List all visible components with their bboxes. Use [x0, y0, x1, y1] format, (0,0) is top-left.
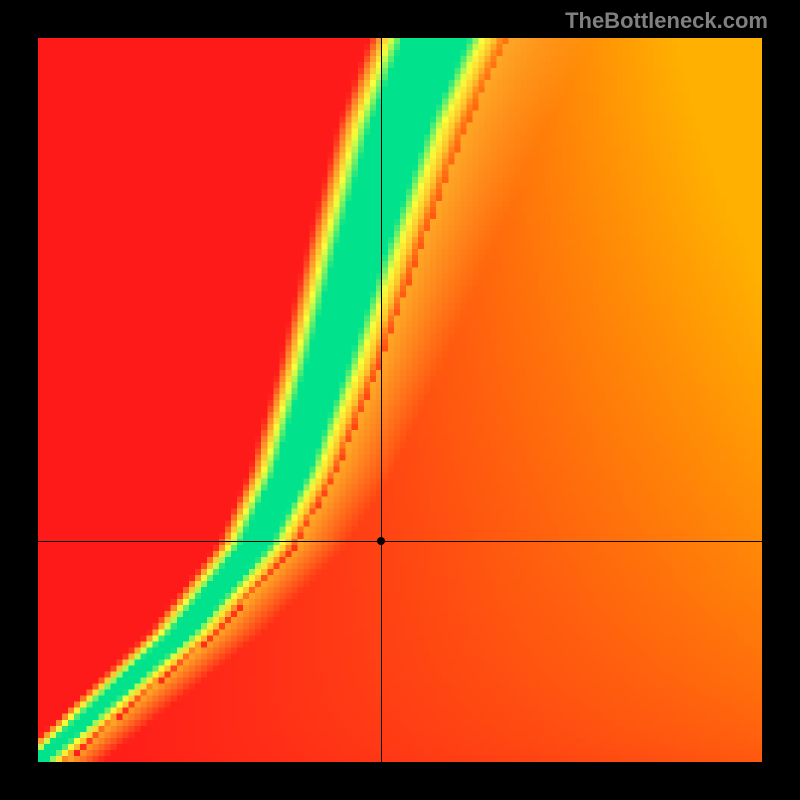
crosshair-horizontal — [38, 541, 762, 542]
heatmap-canvas — [38, 38, 762, 762]
attribution-label: TheBottleneck.com — [565, 8, 768, 34]
crosshair-vertical — [381, 38, 382, 762]
bottleneck-heatmap-container: TheBottleneck.com — [0, 0, 800, 800]
heatmap-chart-area — [38, 38, 762, 762]
